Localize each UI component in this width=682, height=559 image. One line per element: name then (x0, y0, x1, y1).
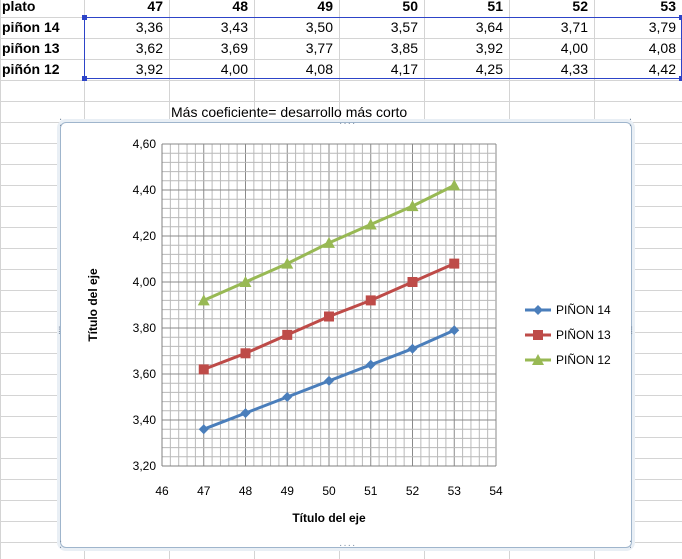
row-label-cell[interactable]: piñon 13 (2, 40, 60, 56)
column-header-cell[interactable]: 49 (317, 0, 333, 14)
column-header-cell[interactable]: 48 (232, 0, 248, 14)
table-cell[interactable]: 3,92 (475, 40, 503, 56)
resize-handle-left[interactable]: ⁞ (58, 326, 62, 337)
table-cell[interactable]: 4,33 (560, 61, 588, 77)
table-cell[interactable]: 3,64 (475, 19, 503, 35)
table-cell[interactable]: 3,36 (135, 19, 163, 35)
table-cell[interactable]: 3,69 (220, 40, 248, 56)
note-cell[interactable]: Más coeficiente= desarrollo más corto (171, 104, 408, 120)
resize-handle-corner-tl[interactable]: ⁚ (59, 118, 64, 129)
table-cell[interactable]: 4,17 (390, 61, 418, 77)
table-cell[interactable]: 3,43 (220, 19, 248, 35)
table-cell[interactable]: 4,08 (648, 40, 676, 56)
table-cell[interactable]: 3,77 (305, 40, 333, 56)
column-header-cell[interactable]: 51 (487, 0, 503, 14)
column-header-cell[interactable]: 47 (147, 0, 163, 14)
table-cell[interactable]: 4,42 (648, 61, 676, 77)
resize-handle-corner-tr[interactable]: ⁚ (628, 118, 633, 129)
chart-container[interactable]: ···· ···· ⁞ ⁞ ⁚ ⁚ ⁚ ⁚ (58, 118, 634, 551)
table-cell[interactable]: 4,08 (305, 61, 333, 77)
column-header-cell[interactable]: 52 (572, 0, 588, 14)
resize-handle-bottom[interactable]: ···· (339, 540, 357, 551)
column-header-cell[interactable]: 50 (402, 0, 418, 14)
header-label-cell[interactable]: plato (2, 0, 36, 14)
table-cell[interactable]: 3,50 (305, 19, 333, 35)
table-cell[interactable]: 3,57 (390, 19, 418, 35)
table-cell[interactable]: 3,62 (135, 40, 163, 56)
table-cell[interactable]: 3,71 (560, 19, 588, 35)
resize-handle-top[interactable]: ···· (339, 118, 357, 129)
table-cell[interactable]: 4,00 (220, 61, 248, 77)
resize-handle-corner-br[interactable]: ⁚ (628, 540, 633, 551)
table-cell[interactable]: 3,79 (648, 19, 676, 35)
table-cell[interactable]: 3,92 (135, 61, 163, 77)
column-header-cell[interactable]: 53 (660, 0, 676, 14)
resize-handle-corner-bl[interactable]: ⁚ (59, 540, 64, 551)
resize-handle-right[interactable]: ⁞ (630, 326, 634, 337)
row-label-cell[interactable]: piñon 14 (2, 19, 60, 35)
table-cell[interactable]: 4,00 (560, 40, 588, 56)
table-cell[interactable]: 3,85 (390, 40, 418, 56)
table-cell[interactable]: 4,25 (475, 61, 503, 77)
row-label-cell[interactable]: piñón 12 (2, 61, 60, 77)
